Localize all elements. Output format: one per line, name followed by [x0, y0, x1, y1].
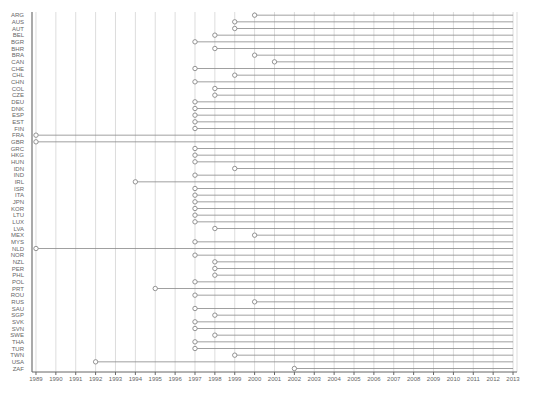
svg-text:TUR: TUR: [12, 346, 25, 352]
svg-text:1992: 1992: [89, 376, 103, 382]
svg-text:2002: 2002: [288, 376, 302, 382]
svg-text:BGR: BGR: [11, 39, 25, 45]
svg-text:SVK: SVK: [12, 319, 24, 325]
svg-text:1993: 1993: [109, 376, 123, 382]
svg-text:FRA: FRA: [12, 132, 24, 138]
svg-text:NLD: NLD: [12, 246, 25, 252]
svg-text:IRL: IRL: [15, 179, 25, 185]
svg-text:DNK: DNK: [11, 106, 24, 112]
svg-text:KOR: KOR: [11, 206, 25, 212]
svg-text:GBR: GBR: [11, 139, 25, 145]
svg-text:COL: COL: [12, 86, 25, 92]
svg-text:CHL: CHL: [12, 72, 25, 78]
svg-text:SVN: SVN: [12, 326, 24, 332]
svg-text:PRT: PRT: [12, 286, 24, 292]
svg-text:1989: 1989: [29, 376, 43, 382]
svg-text:2009: 2009: [427, 376, 441, 382]
svg-text:IND: IND: [14, 172, 25, 178]
svg-text:MYS: MYS: [11, 239, 24, 245]
svg-text:GRC: GRC: [11, 146, 25, 152]
svg-text:2000: 2000: [248, 376, 262, 382]
svg-text:2013: 2013: [506, 376, 520, 382]
svg-text:NOR: NOR: [11, 252, 25, 258]
svg-text:ISR: ISR: [14, 186, 25, 192]
svg-text:ZAF: ZAF: [13, 366, 25, 372]
svg-text:RUS: RUS: [11, 299, 24, 305]
svg-text:2006: 2006: [367, 376, 381, 382]
svg-text:1996: 1996: [168, 376, 182, 382]
svg-text:JPN: JPN: [13, 199, 24, 205]
svg-text:AUT: AUT: [12, 26, 24, 32]
svg-text:1994: 1994: [129, 376, 143, 382]
svg-text:CHE: CHE: [11, 66, 24, 72]
svg-text:1995: 1995: [149, 376, 163, 382]
svg-text:USA: USA: [12, 359, 24, 365]
svg-text:PER: PER: [12, 266, 25, 272]
svg-text:CAN: CAN: [11, 59, 24, 65]
svg-text:LVA: LVA: [14, 226, 24, 232]
svg-text:PHL: PHL: [12, 272, 24, 278]
svg-text:SGP: SGP: [11, 312, 24, 318]
svg-text:CHN: CHN: [11, 79, 24, 85]
svg-text:BRA: BRA: [12, 52, 24, 58]
svg-text:1999: 1999: [228, 376, 242, 382]
svg-text:HUN: HUN: [11, 159, 24, 165]
svg-text:2011: 2011: [467, 376, 481, 382]
svg-text:2012: 2012: [486, 376, 500, 382]
svg-text:MEX: MEX: [11, 232, 24, 238]
svg-text:BHR: BHR: [11, 46, 24, 52]
svg-text:CZE: CZE: [12, 92, 24, 98]
svg-text:1990: 1990: [49, 376, 63, 382]
svg-text:LUX: LUX: [12, 219, 24, 225]
svg-text:ESP: ESP: [12, 112, 24, 118]
svg-text:TWN: TWN: [10, 352, 24, 358]
svg-text:1997: 1997: [188, 376, 202, 382]
svg-text:NZL: NZL: [13, 259, 25, 265]
svg-text:2004: 2004: [327, 376, 341, 382]
svg-text:BEL: BEL: [13, 32, 25, 38]
svg-text:ARG: ARG: [11, 12, 24, 18]
svg-text:1991: 1991: [69, 376, 83, 382]
svg-text:SAU: SAU: [12, 306, 24, 312]
svg-text:AUS: AUS: [12, 19, 24, 25]
svg-text:HKG: HKG: [11, 152, 24, 158]
svg-text:2005: 2005: [347, 376, 361, 382]
svg-text:DEU: DEU: [11, 99, 24, 105]
svg-text:IDN: IDN: [14, 166, 24, 172]
svg-text:2001: 2001: [268, 376, 282, 382]
svg-text:ROU: ROU: [11, 292, 24, 298]
svg-text:POL: POL: [12, 279, 25, 285]
svg-text:1998: 1998: [208, 376, 222, 382]
svg-text:FIN: FIN: [14, 126, 24, 132]
svg-text:2007: 2007: [387, 376, 401, 382]
svg-text:2003: 2003: [308, 376, 322, 382]
svg-text:THA: THA: [12, 339, 24, 345]
svg-text:LTU: LTU: [13, 212, 24, 218]
svg-text:ITA: ITA: [15, 192, 24, 198]
svg-text:SWE: SWE: [10, 332, 24, 338]
svg-text:2008: 2008: [407, 376, 421, 382]
svg-text:2010: 2010: [447, 376, 461, 382]
svg-text:EST: EST: [12, 119, 24, 125]
